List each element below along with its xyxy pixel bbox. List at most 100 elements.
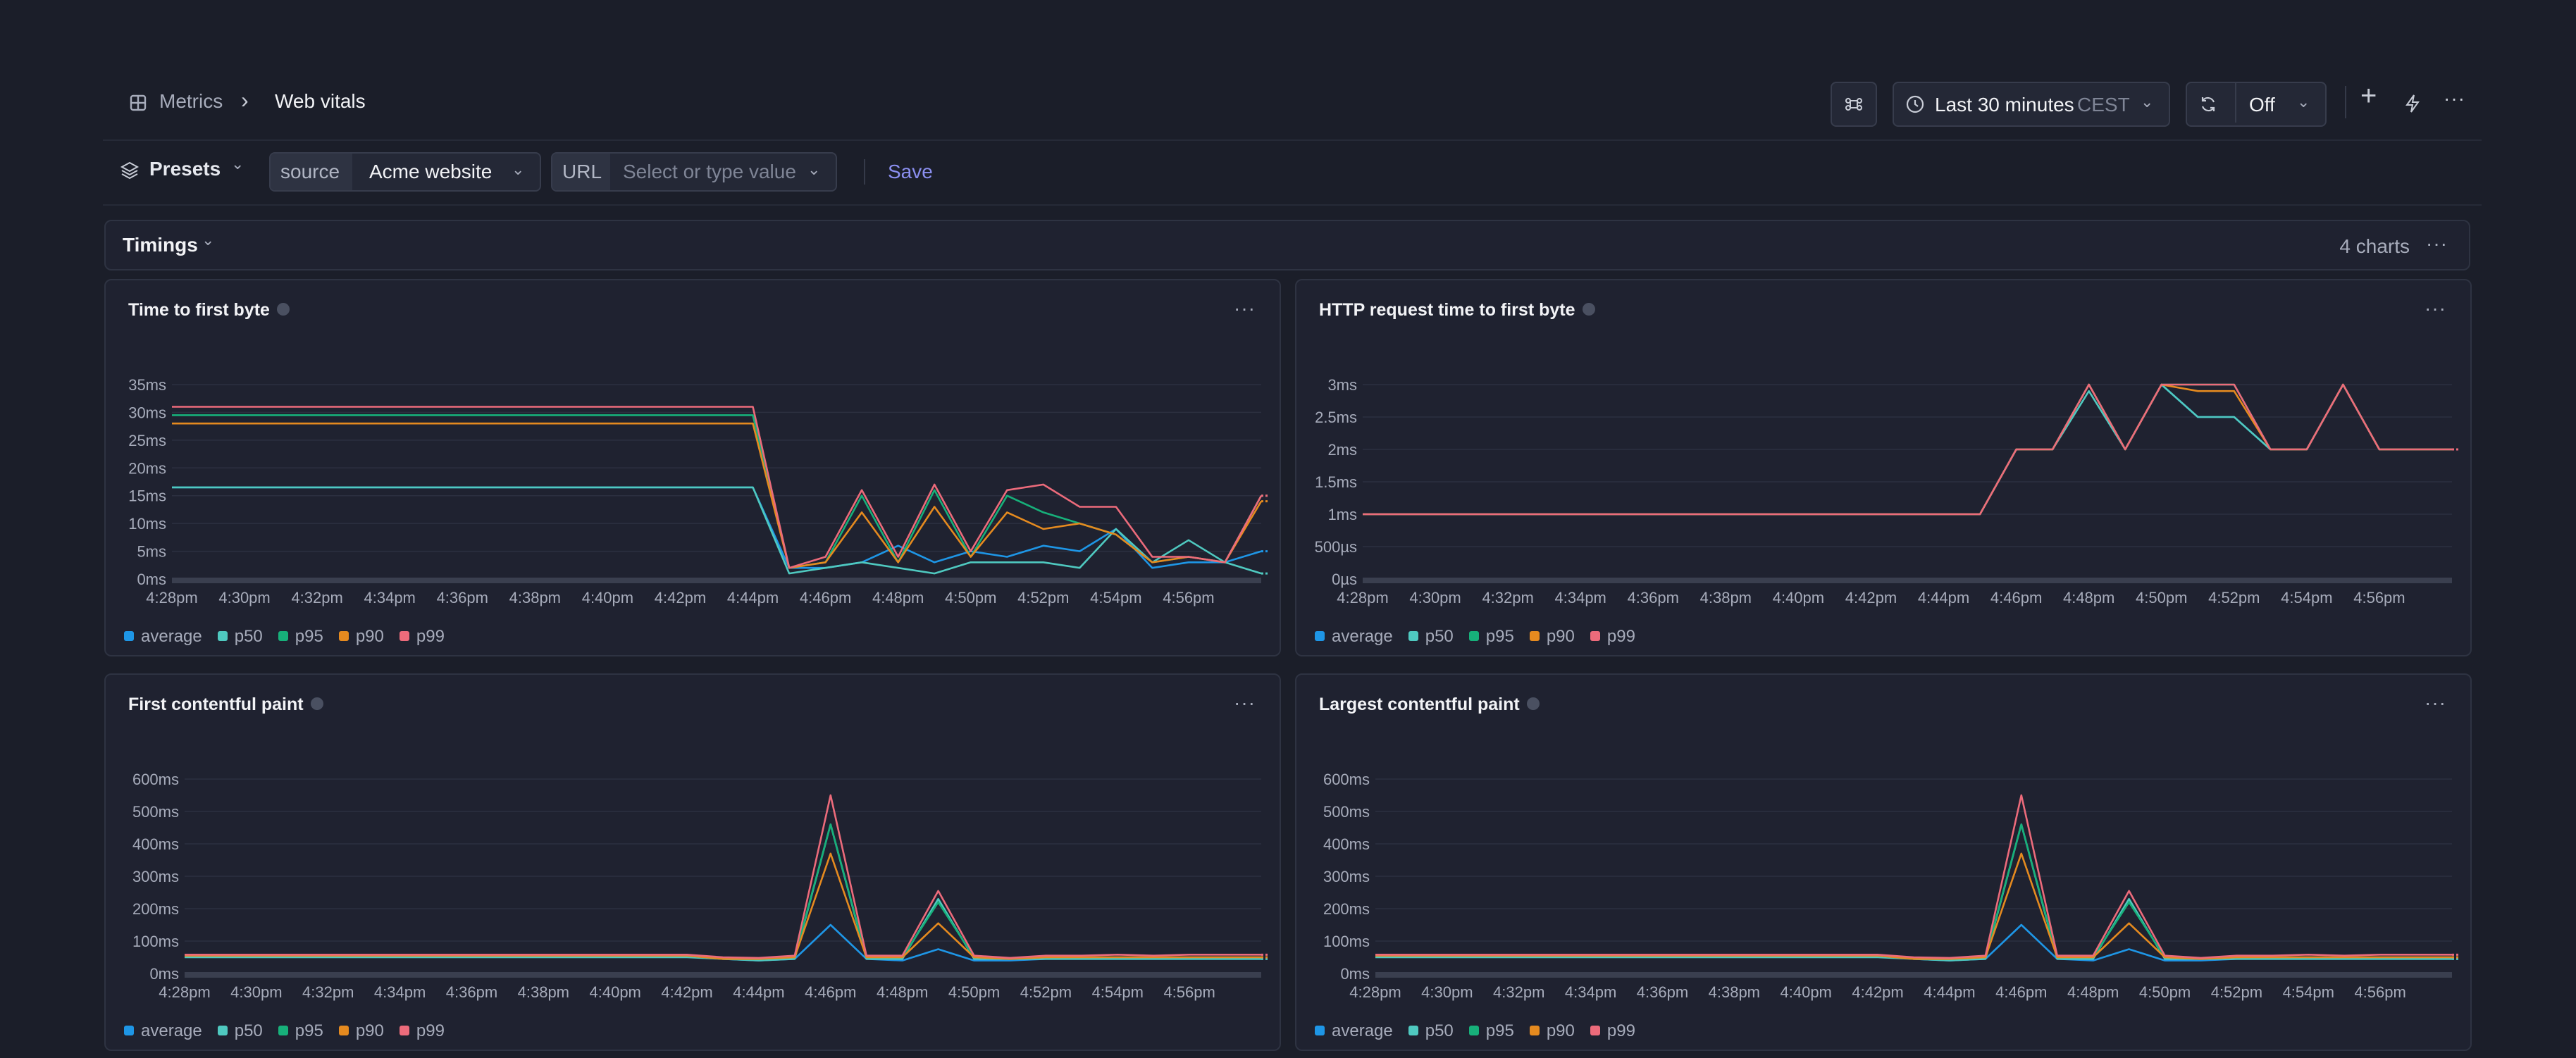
legend-item-p99[interactable]: p99 [399,1021,445,1041]
series-line-average[interactable] [172,486,1262,569]
refresh-control[interactable]: Off ⌄ [2186,82,2327,127]
legend-item-p50[interactable]: p50 [217,1021,263,1041]
legend-swatch [1408,1025,1418,1035]
series-line-p50[interactable] [1375,823,2452,961]
legend-label: average [1332,627,1393,646]
x-tick-label: 4:38pm [1700,589,1752,606]
url-filter[interactable]: URL Select or type value ⌄ [551,152,837,192]
legend-label: p50 [234,1021,263,1040]
x-tick-label: 4:32pm [1493,983,1544,1001]
x-tick-label: 4:34pm [1565,983,1616,1001]
section-title: Timings [123,234,198,256]
more-options-icon[interactable]: ··· [1234,692,1256,714]
legend-label: p90 [355,627,384,646]
chart-title: Largest contentful paint [1319,695,1540,715]
more-options-icon[interactable]: ··· [2426,232,2448,254]
source-filter[interactable]: source Acme website ⌄ [269,152,541,192]
line-chart: 0ms 5ms 10ms 15ms 20ms 25ms 30ms 35ms 4:28pm 4:30… [128,376,1268,606]
y-tick-label: 0ms [137,571,166,588]
legend-label: p99 [416,1021,445,1040]
series-line-p95[interactable] [172,414,1263,569]
source-label: source [271,154,352,190]
legend-item-p50[interactable]: p50 [217,627,263,647]
chevron-down-icon: ⌄ [2141,93,2154,111]
x-tick-label: 4:30pm [230,983,282,1001]
legend-item-p95[interactable]: p95 [278,627,323,647]
legend-item-p50[interactable]: p50 [1408,1021,1454,1041]
legend-item-average[interactable]: average [1315,1021,1393,1041]
y-tick-label: 10ms [128,515,166,533]
info-icon[interactable] [1526,697,1540,711]
x-tick-label: 4:34pm [364,589,416,606]
series-line-p99[interactable] [1375,794,2452,959]
legend-swatch [399,1025,409,1035]
chevron-right-icon: › [241,87,249,113]
y-tick-label: 2.5ms [1315,409,1357,426]
legend-item-p99[interactable]: p99 [399,627,445,647]
series-line-p95[interactable] [185,823,1261,960]
legend-item-p90[interactable]: p90 [338,1021,384,1041]
x-tick-label: 4:48pm [2063,589,2114,606]
save-button[interactable]: Save [888,161,933,182]
add-icon[interactable]: + [2360,80,2377,111]
legend-item-p95[interactable]: p95 [1468,627,1514,647]
series-line-p99[interactable] [172,406,1263,569]
series-line-p95[interactable] [1375,823,2452,960]
line-chart: 0ms 100ms 200ms 300ms 400ms 500ms 600ms 4:28pm 4… [1323,771,2459,1001]
y-tick-label: 600ms [132,771,179,788]
series-line-p99[interactable] [185,794,1261,959]
y-tick-label: 2ms [1327,441,1357,459]
series-line-p50[interactable] [185,823,1261,961]
series-line-p90[interactable] [185,852,1261,960]
more-options-icon[interactable]: ··· [1234,297,1256,319]
x-tick-label: 4:50pm [2136,589,2187,606]
legend-item-p99[interactable]: p99 [1590,1021,1635,1041]
legend-item-p90[interactable]: p90 [1529,627,1575,647]
legend-item-p90[interactable]: p90 [338,627,384,647]
legend-item-p95[interactable]: p95 [1468,1021,1514,1041]
legend-item-average[interactable]: average [124,1021,202,1041]
lightning-icon[interactable] [2403,93,2422,114]
source-value: Acme website [369,161,493,182]
y-tick-label: 500ms [132,803,179,821]
x-tick-label: 4:36pm [437,589,488,606]
legend-item-p90[interactable]: p90 [1529,1021,1575,1041]
presets-dropdown[interactable]: Presets ⌄ [149,155,290,187]
legend-item-p99[interactable]: p99 [1590,627,1635,647]
legend-item-p50[interactable]: p50 [1408,627,1454,647]
y-tick-label: 200ms [132,900,179,918]
series-line-p90[interactable] [1375,852,2452,960]
y-tick-label: 0ms [1340,965,1370,983]
legend-label: average [141,1021,202,1040]
x-tick-label: 4:40pm [1781,983,1832,1001]
legend-item-p95[interactable]: p95 [278,1021,323,1041]
x-tick-label: 4:56pm [2353,589,2405,606]
legend-item-average[interactable]: average [124,627,202,647]
more-options-icon[interactable]: ··· [2425,692,2446,714]
breadcrumb-metrics[interactable]: Metrics [159,90,223,112]
time-range-picker[interactable]: Last 30 minutes CEST ⌄ [1893,82,2170,127]
x-axis [172,578,1261,583]
more-options-icon[interactable]: ··· [2425,297,2446,319]
section-toggle[interactable]: Timings ⌄ [106,221,247,269]
series-line-p90[interactable] [172,422,1263,569]
series-line-p50[interactable] [172,486,1262,575]
refresh-icon[interactable] [2198,94,2218,114]
x-tick-label: 4:44pm [733,983,784,1001]
chart-title: HTTP request time to first byte [1319,300,1595,320]
info-icon[interactable] [310,697,323,711]
legend-swatch [278,630,288,641]
filter-toolbar: Presets ⌄ source Acme website ⌄ URL Sele… [103,139,2482,206]
y-tick-label: 5ms [137,543,166,561]
url-input[interactable]: Select or type value [623,161,796,182]
command-button[interactable] [1831,82,1877,127]
chart-legend: average p50 p95 p90 p99 [124,1021,460,1041]
x-tick-label: 4:46pm [1990,589,2042,606]
info-icon[interactable] [1582,303,1595,316]
url-label: URL [552,154,610,190]
info-icon[interactable] [276,303,290,316]
series-line-p99[interactable] [1363,383,2452,516]
more-options-icon[interactable]: ··· [2444,87,2465,109]
x-tick-label: 4:50pm [2139,983,2191,1001]
legend-item-average[interactable]: average [1315,627,1393,647]
